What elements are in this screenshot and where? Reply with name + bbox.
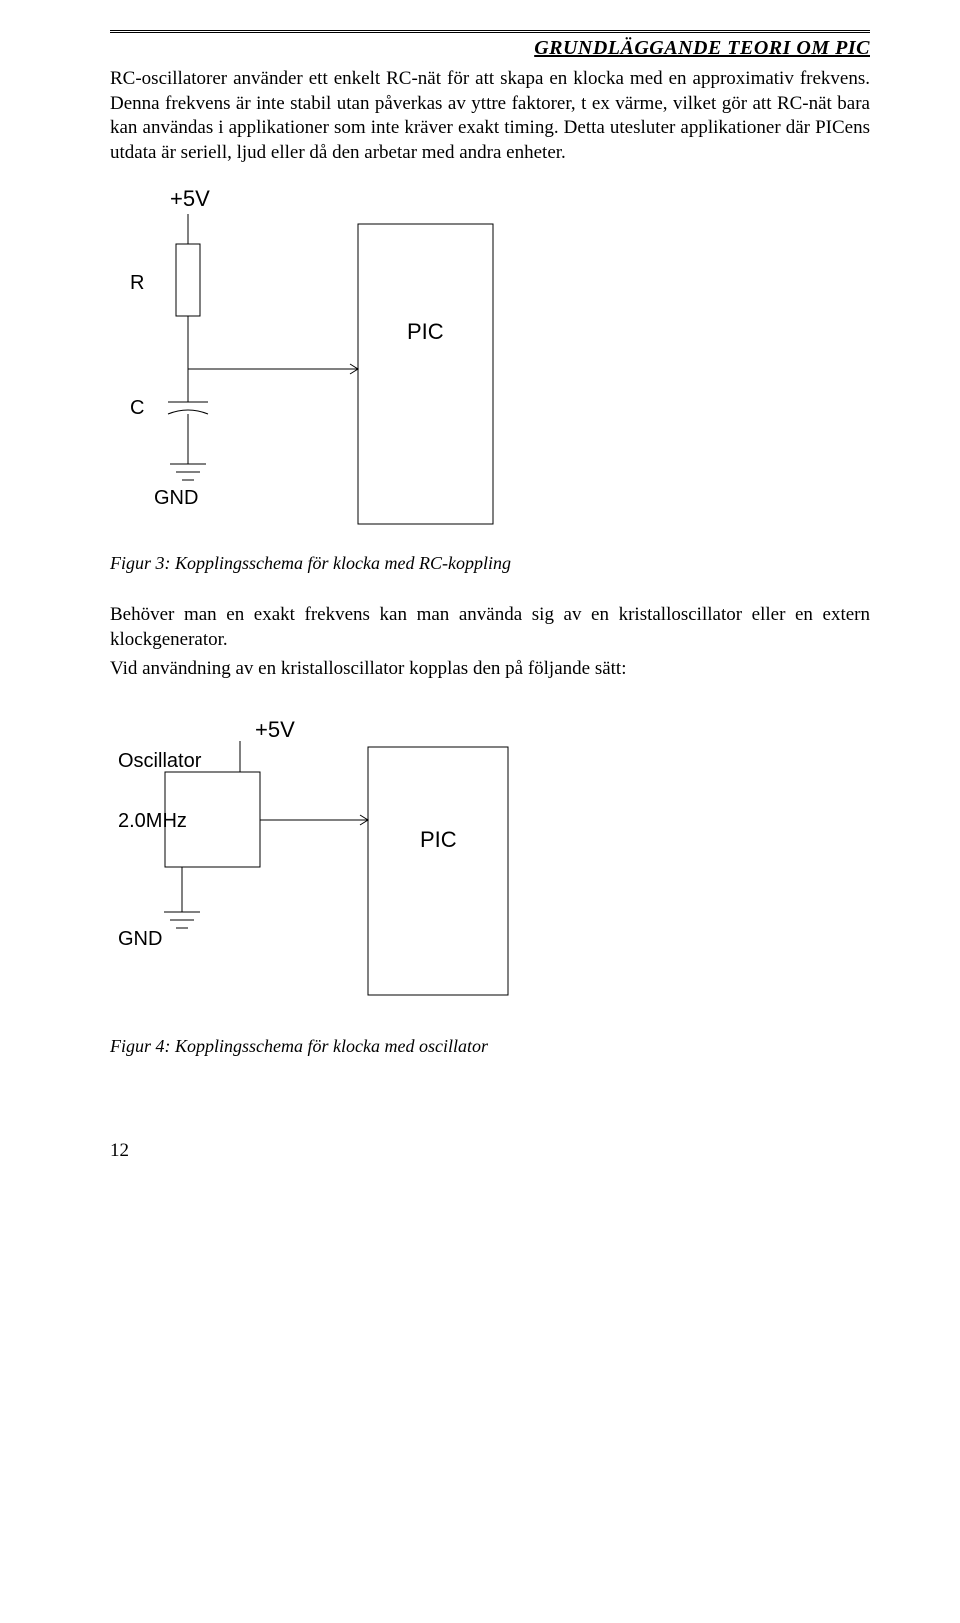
label-gnd-2: GND <box>118 928 162 950</box>
running-head: GRUNDLÄGGANDE TEORI OM PIC <box>110 30 870 61</box>
label-osc: Oscillator <box>118 750 202 772</box>
label-5v: +5V <box>170 186 210 211</box>
figure-3-caption: Figur 3: Kopplingsschema för klocka med … <box>110 552 870 575</box>
label-pic: PIC <box>407 319 444 344</box>
figure-4: +5V Oscillator 2.0MHz GND PIC <box>110 717 870 1027</box>
resistor-shape <box>176 244 200 316</box>
figure-3: +5V R C GND PIC <box>110 184 870 544</box>
label-gnd: GND <box>154 487 198 509</box>
label-c: C <box>130 397 144 419</box>
figure-4-svg: +5V Oscillator 2.0MHz GND PIC <box>110 717 530 1027</box>
pic-box <box>358 224 493 524</box>
figure-4-caption: Figur 4: Kopplingsschema för klocka med … <box>110 1035 870 1058</box>
label-5v-2: +5V <box>255 717 295 742</box>
label-mhz: 2.0MHz <box>118 810 187 832</box>
page-number: 12 <box>110 1139 870 1164</box>
paragraph-1: RC-oscillatorer använder ett enkelt RC-n… <box>110 67 870 166</box>
label-pic-2: PIC <box>420 827 457 852</box>
page: GRUNDLÄGGANDE TEORI OM PIC RC-oscillator… <box>0 0 960 1203</box>
paragraph-2: Behöver man en exakt frekvens kan man an… <box>110 603 870 652</box>
paragraph-3: Vid användning av en kristalloscillator … <box>110 657 870 682</box>
label-r: R <box>130 272 144 294</box>
pic-box-2 <box>368 747 508 995</box>
figure-3-svg: +5V R C GND PIC <box>110 184 510 544</box>
